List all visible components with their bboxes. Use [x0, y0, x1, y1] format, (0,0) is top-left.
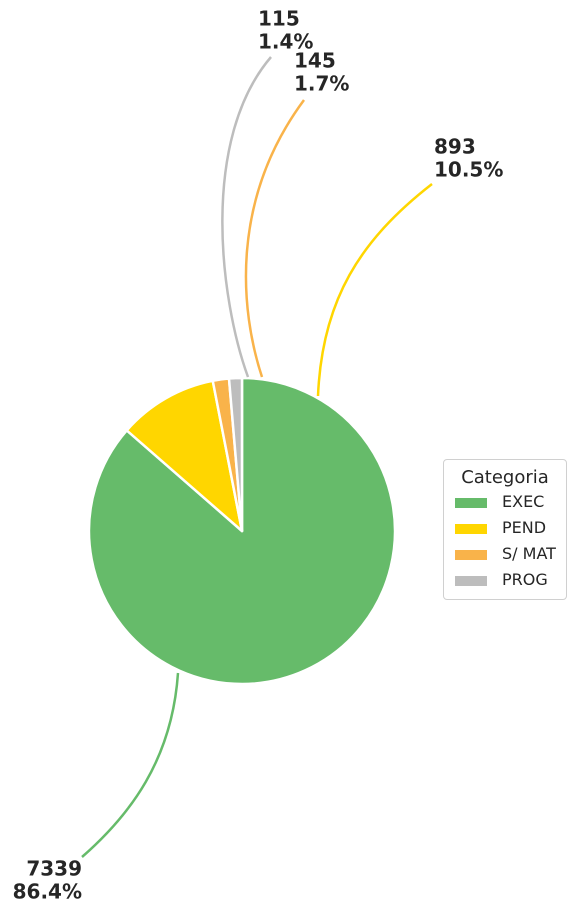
leader-line-exec [81, 672, 180, 858]
leader-line-pend [316, 183, 433, 397]
legend-item-s-mat: S/ MAT [444, 541, 566, 567]
legend-label-prog: PROG [502, 570, 548, 589]
value-label-s-mat: 145 [294, 49, 336, 73]
legend-item-prog: PROG [444, 567, 566, 593]
legend-title: Categoria [461, 467, 549, 488]
legend-item-exec: EXEC [444, 489, 566, 515]
leader-line-s-mat [244, 99, 306, 378]
legend-swatch-pend [455, 524, 487, 534]
pie-slice-pend [125, 379, 244, 533]
legend-label-exec: EXEC [502, 492, 545, 511]
value-label-exec: 7339 [26, 857, 82, 881]
legend-swatch-s-mat [455, 550, 487, 560]
percent-label-exec: 86.4% [13, 880, 82, 904]
percent-label-s-mat: 1.7% [294, 72, 349, 96]
chart-legend: Categoria EXEC PEND S/ MAT PROG [443, 459, 567, 600]
percent-label-prog: 1.4% [258, 30, 313, 54]
value-label-prog: 115 [258, 7, 300, 31]
pie-slice-prog [227, 376, 244, 533]
legend-label-pend: PEND [502, 518, 547, 537]
legend-swatch-exec [455, 498, 487, 508]
percent-label-pend: 10.5% [434, 158, 503, 182]
value-label-pend: 893 [434, 135, 476, 159]
legend-swatch-prog [455, 576, 487, 586]
legend-label-s-mat: S/ MAT [502, 544, 556, 563]
leader-line-prog [221, 56, 272, 378]
legend-item-pend: PEND [444, 515, 566, 541]
